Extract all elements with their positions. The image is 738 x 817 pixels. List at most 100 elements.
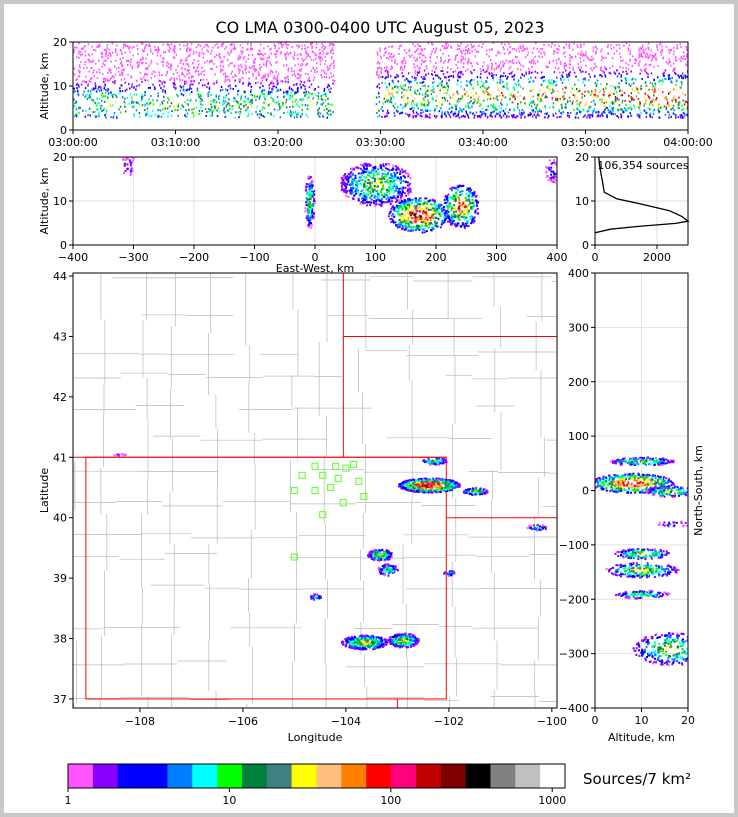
x-tick-label: 0: [592, 714, 599, 727]
county-boundaries: [73, 273, 557, 708]
chart-title: CO LMA 0300-0400 UTC August 05, 2023: [215, 18, 544, 37]
altitude-histogram-panel: 106,354 sources 0 10 20 0 2000: [575, 151, 690, 264]
lma-station-marker: [298, 471, 306, 479]
x-tick-label: −200: [179, 251, 209, 264]
map-source-cluster: [387, 632, 420, 649]
y-tick-label: 38: [53, 633, 67, 646]
eastwest-source-cluster: [443, 184, 480, 229]
x-tick-label: 03:00:00: [48, 136, 97, 149]
eastwest-source-cluster: [340, 162, 412, 207]
colorbar-swatch: [316, 764, 342, 788]
colorbar-swatch: [415, 764, 442, 788]
map-source-cluster: [113, 453, 127, 458]
x-tick-label: 03:50:00: [561, 136, 610, 149]
map-source-cluster: [309, 593, 322, 601]
colorbar-swatch: [465, 764, 491, 788]
lma-station-marker: [332, 462, 340, 470]
x-axis-label: Altitude, km: [608, 731, 675, 744]
y-tick-label: 0: [582, 239, 589, 252]
map-source-cluster: [397, 477, 461, 494]
y-axis-label: Altitude, km: [38, 167, 51, 234]
colorbar-swatch: [440, 764, 466, 788]
map-source-cluster: [462, 487, 489, 496]
northsouth-source-cluster: [615, 589, 671, 600]
colorbar-swatch: [291, 764, 317, 788]
northsouth-source-cluster: [609, 456, 675, 466]
y-tick-label: 400: [568, 267, 589, 280]
colorbar-tick-label: 1000: [538, 794, 566, 807]
colorbar-swatch: [142, 764, 168, 788]
x-tick-label: 20: [681, 714, 695, 727]
lma-station-marker: [355, 477, 363, 485]
y-tick-label: 40: [53, 512, 67, 525]
colorbar-swatch: [515, 764, 541, 788]
colorbar-swatch: [490, 764, 516, 788]
y-tick-label: 42: [53, 391, 67, 404]
x-tick-label: −102: [434, 715, 464, 728]
eastwest-source-cluster: [387, 197, 450, 234]
x-tick-label: 100: [365, 251, 386, 264]
lma-station-marker: [319, 471, 327, 479]
map-source-cluster: [422, 456, 448, 466]
y-tick-label: 0: [60, 239, 67, 252]
y-tick-label: −200: [559, 593, 589, 606]
x-tick-label: 10: [635, 714, 649, 727]
x-tick-label: −100: [537, 715, 567, 728]
y-axis-label: Latitude: [38, 468, 51, 514]
y-tick-label: 0: [582, 485, 589, 498]
eastwest-source-cluster: [122, 157, 135, 177]
northsouth-source-cluster: [614, 548, 670, 561]
map-source-cluster: [526, 523, 547, 532]
x-tick-label: −300: [118, 251, 148, 264]
x-tick-label: −108: [125, 715, 155, 728]
altitude-northsouth-panel: −400 −300 −200 −100 0 100 200 300 400 0 10 20 Altitu…: [559, 267, 705, 744]
colorbar-label: Sources/7 km²: [583, 770, 691, 788]
y-tick-label: 300: [568, 321, 589, 334]
colorbar-swatch: [192, 764, 218, 788]
source-count-annotation: 106,354 sources: [597, 159, 689, 172]
x-tick-label: 300: [486, 251, 507, 264]
colorbar: 1 10 100 1000: [65, 763, 566, 807]
y-tick-label: −400: [559, 702, 589, 715]
y-tick-label: 20: [53, 151, 67, 164]
colorbar-tick-label: 100: [380, 794, 401, 807]
x-tick-label: 0: [592, 251, 599, 264]
y-tick-label: 44: [53, 270, 67, 283]
x-tick-label: 0: [312, 251, 319, 264]
x-tick-label: 200: [426, 251, 447, 264]
colorbar-swatch: [167, 764, 193, 788]
colorbar-swatch: [391, 764, 417, 788]
lma-station-marker: [360, 492, 368, 501]
y-tick-label: −300: [559, 648, 589, 661]
plan-view-axes: [72, 272, 558, 709]
x-tick-label: −100: [239, 251, 269, 264]
lma-station-marker: [311, 486, 319, 495]
x-axis-label: Longitude: [288, 731, 343, 744]
northsouth-source-cluster: [657, 520, 688, 528]
colorbar-swatch: [117, 764, 143, 788]
colorbar-swatch: [241, 764, 268, 788]
x-tick-label: −104: [331, 715, 361, 728]
northsouth-source-cluster: [632, 632, 688, 667]
figure-frame: CO LMA 0300-0400 UTC August 05, 2023 0 10…: [4, 4, 734, 813]
y-tick-label: 37: [53, 693, 67, 706]
x-tick-label: 2000: [643, 251, 671, 264]
x-tick-label: −106: [228, 715, 258, 728]
y-tick-label: 10: [53, 80, 67, 93]
colorbar-swatch: [341, 764, 367, 788]
x-tick-label: 03:20:00: [253, 136, 302, 149]
northsouth-source-cluster: [605, 562, 680, 579]
altitude-histogram-line: [594, 156, 690, 234]
colorado-border: [85, 456, 447, 700]
lma-station-marker: [319, 511, 327, 519]
y-tick-label: 100: [568, 430, 589, 443]
colorbar-swatch: [540, 764, 566, 788]
colorbar-tick-label: 10: [222, 794, 236, 807]
colorbar-outline: [67, 763, 566, 789]
northsouth-source-cluster: [646, 485, 688, 498]
y-axis-label: North-South, km: [692, 445, 705, 536]
lma-station-marker: [326, 483, 334, 492]
map-source-cluster: [341, 634, 389, 651]
x-tick-label: 400: [547, 251, 568, 264]
y-tick-label: 10: [53, 195, 67, 208]
